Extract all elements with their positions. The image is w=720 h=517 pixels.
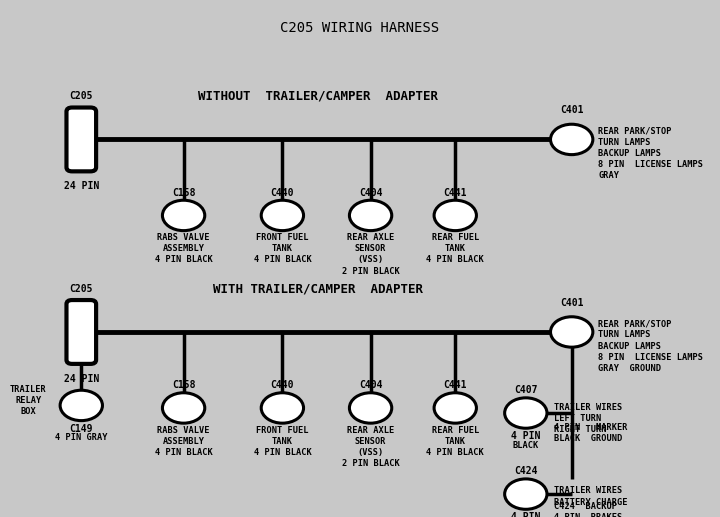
Circle shape xyxy=(505,398,547,428)
Text: 4 PIN  BRAKES: 4 PIN BRAKES xyxy=(554,513,622,517)
Text: C149: C149 xyxy=(70,423,93,434)
Text: RABS VALVE: RABS VALVE xyxy=(158,425,210,435)
Text: LEFT TURN: LEFT TURN xyxy=(554,414,601,423)
Text: C401: C401 xyxy=(560,105,583,115)
FancyBboxPatch shape xyxy=(66,300,96,364)
Text: (VSS): (VSS) xyxy=(357,448,384,457)
Text: 4 PIN   MARKER: 4 PIN MARKER xyxy=(554,423,628,432)
Text: WITHOUT  TRAILER/CAMPER  ADAPTER: WITHOUT TRAILER/CAMPER ADAPTER xyxy=(198,90,438,103)
Text: SENSOR: SENSOR xyxy=(355,437,387,446)
Text: TRAILER
RELAY
BOX: TRAILER RELAY BOX xyxy=(10,385,47,416)
Text: C401: C401 xyxy=(560,298,583,308)
Text: BACKUP LAMPS: BACKUP LAMPS xyxy=(598,342,662,351)
Text: C440: C440 xyxy=(271,188,294,197)
Text: WITH TRAILER/CAMPER  ADAPTER: WITH TRAILER/CAMPER ADAPTER xyxy=(212,282,423,295)
Circle shape xyxy=(349,393,392,423)
Text: RIGHT TURN: RIGHT TURN xyxy=(554,425,606,434)
Circle shape xyxy=(163,393,204,423)
Text: C404: C404 xyxy=(359,188,382,197)
Text: C424: C424 xyxy=(514,466,538,476)
Text: 4 PIN BLACK: 4 PIN BLACK xyxy=(426,448,484,457)
Circle shape xyxy=(551,317,593,347)
Text: C205 WIRING HARNESS: C205 WIRING HARNESS xyxy=(280,21,440,35)
Text: TANK: TANK xyxy=(272,437,293,446)
Text: C158: C158 xyxy=(172,188,195,197)
Text: BATTERY CHARGE: BATTERY CHARGE xyxy=(554,498,628,507)
Text: C158: C158 xyxy=(172,380,195,390)
Text: REAR PARK/STOP: REAR PARK/STOP xyxy=(598,320,672,328)
Text: BLACK  GROUND: BLACK GROUND xyxy=(554,434,622,443)
Text: TRAILER WIRES: TRAILER WIRES xyxy=(554,403,622,412)
Circle shape xyxy=(60,390,102,421)
Circle shape xyxy=(163,200,204,231)
Text: FRONT FUEL: FRONT FUEL xyxy=(256,233,309,242)
Circle shape xyxy=(551,124,593,155)
Text: GRAY  GROUND: GRAY GROUND xyxy=(598,364,662,373)
Text: BACKUP LAMPS: BACKUP LAMPS xyxy=(598,149,662,158)
Text: 4 PIN BLACK: 4 PIN BLACK xyxy=(253,448,311,457)
Text: 24 PIN: 24 PIN xyxy=(63,373,99,384)
Text: GRAY: GRAY xyxy=(598,171,619,180)
Text: C441: C441 xyxy=(444,380,467,390)
Text: REAR FUEL: REAR FUEL xyxy=(431,233,479,242)
Text: 4 PIN BLACK: 4 PIN BLACK xyxy=(155,448,212,457)
Text: 4 PIN: 4 PIN xyxy=(511,431,541,442)
Text: REAR AXLE: REAR AXLE xyxy=(347,425,395,435)
Text: 8 PIN  LICENSE LAMPS: 8 PIN LICENSE LAMPS xyxy=(598,353,703,362)
Text: TANK: TANK xyxy=(445,437,466,446)
Circle shape xyxy=(505,479,547,509)
Text: 4 PIN BLACK: 4 PIN BLACK xyxy=(253,255,311,265)
Text: TURN LAMPS: TURN LAMPS xyxy=(598,138,651,147)
FancyBboxPatch shape xyxy=(66,108,96,171)
Circle shape xyxy=(261,393,304,423)
Text: SENSOR: SENSOR xyxy=(355,245,387,253)
Text: BLACK: BLACK xyxy=(513,442,539,450)
Text: ASSEMBLY: ASSEMBLY xyxy=(163,245,204,253)
Text: C441: C441 xyxy=(444,188,467,197)
Text: 4 PIN: 4 PIN xyxy=(511,512,541,517)
Text: C440: C440 xyxy=(271,380,294,390)
Text: 24 PIN: 24 PIN xyxy=(63,181,99,191)
Text: TANK: TANK xyxy=(445,245,466,253)
Circle shape xyxy=(349,200,392,231)
Text: RABS VALVE: RABS VALVE xyxy=(158,233,210,242)
Text: REAR FUEL: REAR FUEL xyxy=(431,425,479,435)
Text: FRONT FUEL: FRONT FUEL xyxy=(256,425,309,435)
Circle shape xyxy=(261,200,304,231)
Text: ASSEMBLY: ASSEMBLY xyxy=(163,437,204,446)
Circle shape xyxy=(434,393,477,423)
Circle shape xyxy=(434,200,477,231)
Text: C424  BACKUP: C424 BACKUP xyxy=(554,501,617,511)
Text: C205: C205 xyxy=(70,92,93,101)
Text: TRAILER WIRES: TRAILER WIRES xyxy=(554,486,622,495)
Text: 4 PIN BLACK: 4 PIN BLACK xyxy=(426,255,484,265)
Text: 2 PIN BLACK: 2 PIN BLACK xyxy=(342,459,400,468)
Text: 8 PIN  LICENSE LAMPS: 8 PIN LICENSE LAMPS xyxy=(598,160,703,169)
Text: C404: C404 xyxy=(359,380,382,390)
Text: 4 PIN GRAY: 4 PIN GRAY xyxy=(55,433,107,443)
Text: TURN LAMPS: TURN LAMPS xyxy=(598,330,651,340)
Text: C205: C205 xyxy=(70,284,93,294)
Text: REAR AXLE: REAR AXLE xyxy=(347,233,395,242)
Text: C407: C407 xyxy=(514,385,538,396)
Text: 2 PIN BLACK: 2 PIN BLACK xyxy=(342,267,400,276)
Text: REAR PARK/STOP: REAR PARK/STOP xyxy=(598,127,672,136)
Text: 4 PIN BLACK: 4 PIN BLACK xyxy=(155,255,212,265)
Text: TANK: TANK xyxy=(272,245,293,253)
Text: (VSS): (VSS) xyxy=(357,255,384,265)
